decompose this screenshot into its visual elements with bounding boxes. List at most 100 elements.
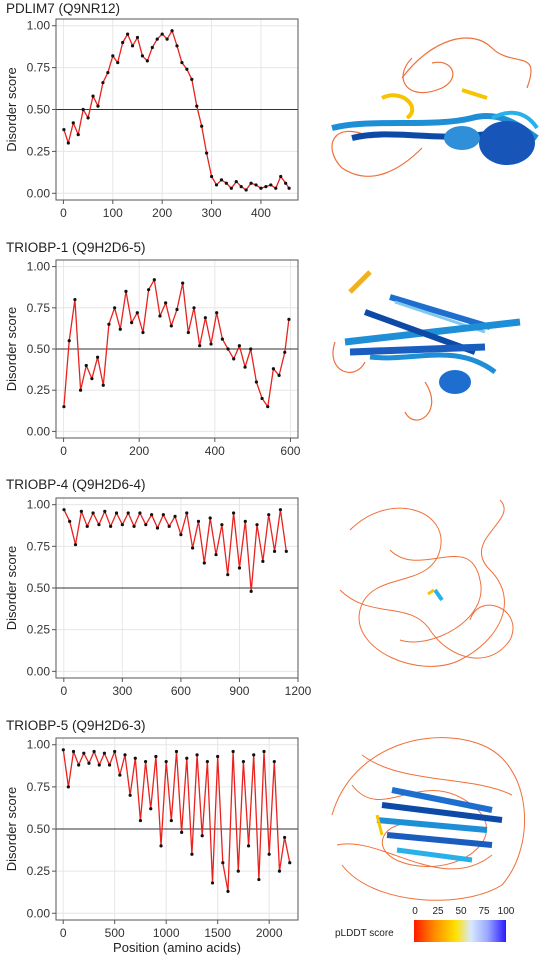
data-point: [191, 546, 195, 550]
y-tick-label: 1.00: [27, 498, 51, 512]
data-point: [236, 869, 240, 873]
data-point: [141, 330, 145, 335]
data-point: [192, 306, 196, 310]
data-point: [239, 184, 243, 189]
data-point: [261, 559, 265, 563]
data-point: [135, 35, 140, 40]
legend-tick: 100: [497, 906, 515, 917]
data-point: [81, 107, 85, 112]
y-tick-label: 0.75: [27, 301, 51, 315]
data-point: [114, 511, 119, 515]
y-tick-label: 0.25: [27, 623, 51, 637]
data-point: [140, 54, 145, 58]
structure-image-triobp1: [325, 262, 540, 432]
y-tick-label: 0.50: [27, 103, 51, 117]
data-point: [144, 523, 148, 527]
data-point: [195, 753, 199, 757]
data-point: [135, 311, 139, 315]
data-point: [71, 749, 76, 754]
data-point: [274, 186, 278, 190]
data-point: [118, 327, 122, 331]
data-point: [271, 367, 276, 371]
data-point: [118, 773, 122, 777]
data-point: [246, 844, 251, 848]
x-tick-label: 600: [280, 444, 300, 458]
plddt-colorbar: [414, 920, 506, 942]
y-tick-label: 0.75: [27, 780, 51, 794]
data-point: [155, 526, 160, 530]
x-tick-label: 1200: [285, 684, 312, 698]
data-point: [159, 844, 163, 848]
structure-image-triobp4: [330, 490, 530, 690]
data-point: [164, 759, 168, 764]
y-tick-label: 0.00: [27, 906, 51, 920]
data-point: [214, 553, 218, 557]
data-point: [243, 365, 247, 369]
data-point: [202, 561, 206, 565]
panel-title-triobp5: TRIOBP-5 (Q9H2D6-3): [6, 718, 146, 733]
x-axis-label: Position (amino acids): [113, 940, 241, 955]
data-point: [158, 314, 162, 318]
data-point: [116, 60, 120, 65]
plddt-legend: 0 25 50 75 100 pLDDT score: [335, 906, 545, 958]
data-point: [76, 133, 80, 137]
data-point: [190, 77, 194, 81]
x-tick-label: 500: [105, 926, 125, 940]
data-point: [208, 516, 212, 520]
legend-tick: 25: [432, 906, 444, 917]
x-tick-label: 400: [251, 206, 271, 220]
data-point: [109, 524, 113, 528]
y-tick-label: 0.50: [27, 822, 51, 836]
data-point: [272, 759, 276, 764]
data-point: [266, 405, 270, 409]
data-point: [249, 347, 253, 351]
disorder-plot-2: 0.00 0.25 0.50 0.75 1.00 0 200 400 600 Disorder s…: [4, 259, 301, 458]
panel-title-triobp4: TRIOBP-4 (Q9H2D6-4): [6, 477, 146, 492]
x-tick-label: 200: [152, 206, 172, 220]
data-point: [185, 511, 189, 515]
data-point: [287, 186, 291, 190]
data-point: [284, 549, 288, 553]
data-point: [165, 37, 169, 41]
data-point: [210, 881, 215, 885]
data-point: [198, 344, 202, 348]
y-tick-label: 0.50: [27, 342, 51, 356]
data-point: [195, 104, 199, 108]
legend-tick: 75: [478, 906, 490, 917]
x-tick-label: 100: [103, 206, 123, 220]
data-point: [226, 347, 230, 351]
data-point: [78, 388, 83, 392]
data-point: [267, 513, 271, 517]
data-point: [82, 751, 86, 755]
data-point: [287, 317, 291, 321]
data-point: [231, 749, 235, 754]
y-axis-label: Disorder score: [4, 787, 19, 872]
data-point: [231, 511, 236, 515]
data-point: [279, 174, 283, 179]
legend-tick: 0: [412, 906, 418, 917]
data-point: [121, 40, 125, 45]
data-point: [147, 288, 151, 292]
data-point: [61, 748, 65, 752]
data-point: [97, 523, 101, 527]
data-point: [95, 355, 100, 359]
data-point: [200, 124, 204, 128]
data-point: [288, 861, 292, 865]
data-point: [174, 749, 179, 754]
data-point: [101, 81, 105, 85]
data-point: [216, 754, 220, 759]
x-tick-label: 1000: [153, 926, 180, 940]
data-point: [87, 761, 91, 765]
data-point: [130, 44, 135, 48]
y-tick-label: 0.25: [27, 383, 51, 397]
data-point: [113, 306, 117, 310]
structure-image-triobp5: [322, 725, 542, 905]
data-point: [267, 852, 271, 856]
data-point: [62, 405, 66, 409]
data-point: [260, 396, 264, 401]
data-point: [175, 44, 179, 48]
data-point: [214, 183, 219, 187]
data-point: [91, 94, 95, 98]
x-tick-label: 400: [205, 444, 225, 458]
data-point: [180, 60, 184, 65]
